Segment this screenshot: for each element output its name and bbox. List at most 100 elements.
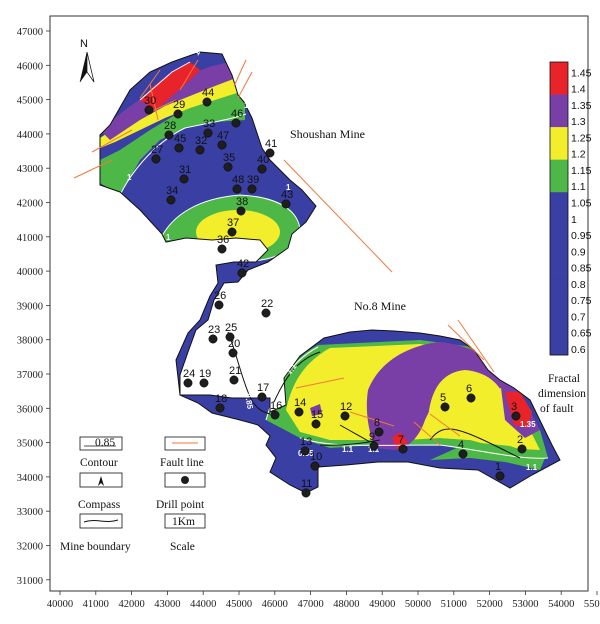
drill-point-marker xyxy=(311,419,321,429)
drill-point-label: 3 xyxy=(511,401,517,413)
drill-point-label: 5 xyxy=(440,392,446,404)
drill-point-label: 25 xyxy=(225,322,237,334)
drill-point-marker xyxy=(166,195,176,205)
drill-point-label: 40 xyxy=(257,154,269,166)
drill-point-marker xyxy=(227,227,237,237)
drill-point-marker xyxy=(300,446,310,456)
colorbar-cell xyxy=(550,224,568,242)
drill-point-marker xyxy=(151,154,161,164)
drill-point-label: 33 xyxy=(203,118,215,130)
x-tick-label: 42000 xyxy=(118,599,144,610)
drill-point-marker xyxy=(265,148,275,158)
southeast-green-lower-band xyxy=(430,442,545,470)
southwest-small-purple xyxy=(310,404,322,416)
colorbar-cell xyxy=(550,289,568,307)
colorbar-cell xyxy=(550,257,568,274)
colorbar-tick-label: 1.35 xyxy=(571,100,592,112)
drill-point-marker xyxy=(398,444,408,454)
x-axis-ticks: 40000 41000 42000 43000 44000 45000 46000 47000… xyxy=(47,591,600,610)
drill-point-marker xyxy=(215,403,225,413)
x-tick-label: 55000 xyxy=(584,599,600,610)
y-axis-ticks: 47000 46000 45000 44000 43000 42000 41000 40000… xyxy=(17,27,50,587)
y-tick-label: 32000 xyxy=(17,542,43,553)
colorbar-tick-label: 1.3 xyxy=(571,116,586,128)
colorbar-tick-label: 0.95 xyxy=(571,230,592,242)
drill-point-label: 45 xyxy=(174,133,186,145)
drill-point-marker xyxy=(236,206,246,216)
y-tick-label: 31000 xyxy=(17,576,43,587)
drill-point-label: 8 xyxy=(374,417,380,429)
x-tick-label: 47000 xyxy=(297,599,323,610)
x-tick-label: 43000 xyxy=(154,599,180,610)
drill-point-label: 12 xyxy=(340,401,352,413)
drill-point-marker xyxy=(257,392,267,402)
x-tick-label: 53000 xyxy=(512,599,538,610)
drill-point-marker xyxy=(511,411,521,421)
drill-point-label: 46 xyxy=(231,108,243,120)
x-tick-label: 45000 xyxy=(226,599,252,610)
colorbar-tick-label: 1.25 xyxy=(571,132,592,144)
colorbar-tick-label: 0.65 xyxy=(571,328,592,340)
drill-point-marker xyxy=(225,332,235,342)
drill-point-label: 28 xyxy=(164,120,176,132)
contour-label: 1 xyxy=(244,101,249,110)
contour-label: 1.35 xyxy=(520,420,536,429)
drill-point-label: 44 xyxy=(202,87,214,99)
colorbar-title-3: of fault xyxy=(540,403,574,415)
y-tick-label: 41000 xyxy=(17,233,43,244)
x-tick-label: 52000 xyxy=(476,599,502,610)
drill-point-label: 26 xyxy=(214,290,226,302)
compass-north-label: N xyxy=(80,38,88,50)
x-tick-label: 41000 xyxy=(83,599,109,610)
x-tick-label: 50000 xyxy=(405,599,431,610)
colorbar-cell xyxy=(550,192,568,209)
colorbar-cell xyxy=(550,338,568,356)
colorbar-cell xyxy=(550,241,568,258)
drill-point-marker xyxy=(281,199,291,209)
drill-point-label: 22 xyxy=(261,298,273,310)
contour-label: 0.85 xyxy=(243,393,255,410)
drill-point-marker xyxy=(374,427,384,437)
legend-contour-label: Contour xyxy=(80,457,118,469)
drill-point-marker xyxy=(195,145,205,155)
colorbar-cell xyxy=(550,273,568,291)
drill-point-marker xyxy=(217,140,227,150)
drill-point-label: 18 xyxy=(215,393,227,405)
contour-label: 1 xyxy=(127,173,132,182)
drill-point-label: 34 xyxy=(166,185,178,197)
drill-point-marker xyxy=(199,378,209,388)
y-tick-label: 37000 xyxy=(17,370,43,381)
y-tick-label: 45000 xyxy=(17,96,43,107)
drill-point-marker xyxy=(270,410,280,420)
colorbar-tick-label: 0.6 xyxy=(571,344,586,356)
drill-point-label: 10 xyxy=(310,451,322,463)
no8-mine-label: No.8 Mine xyxy=(354,299,406,313)
drill-point-marker xyxy=(369,441,379,451)
contour-label: 1.1 xyxy=(526,463,538,472)
drill-point-marker xyxy=(440,402,450,412)
x-tick-label: 46000 xyxy=(262,599,288,610)
colorbar-tick-label: 0.7 xyxy=(571,311,586,323)
contour-label: 1 xyxy=(284,251,289,260)
drill-point-label: 36 xyxy=(217,234,229,246)
drill-point-label: 31 xyxy=(179,164,191,176)
contour-label: 1.1 xyxy=(342,445,354,454)
shoushan-mine-label: Shoushan Mine xyxy=(290,127,365,141)
drill-point-label: 16 xyxy=(270,400,282,412)
x-tick-label: 44000 xyxy=(190,599,216,610)
drill-point-marker xyxy=(232,184,242,194)
colorbar-cell xyxy=(550,159,568,177)
y-tick-label: 35000 xyxy=(17,439,43,450)
x-tick-label: 51000 xyxy=(441,599,467,610)
y-tick-label: 42000 xyxy=(17,199,43,210)
drill-point-label: 14 xyxy=(294,397,306,409)
legend-fault-label: Fault line xyxy=(160,457,204,469)
y-tick-label: 43000 xyxy=(17,164,43,175)
drill-point-label: 48 xyxy=(232,174,244,186)
x-tick-label: 40000 xyxy=(47,599,73,610)
colorbar-tick-label: 1.05 xyxy=(571,198,592,210)
colorbar-cell xyxy=(550,110,568,128)
drill-point-marker xyxy=(237,268,247,278)
southeast-red-corner xyxy=(505,392,532,428)
drill-points: 1234567891011121314151617181920212223242… xyxy=(144,87,527,498)
